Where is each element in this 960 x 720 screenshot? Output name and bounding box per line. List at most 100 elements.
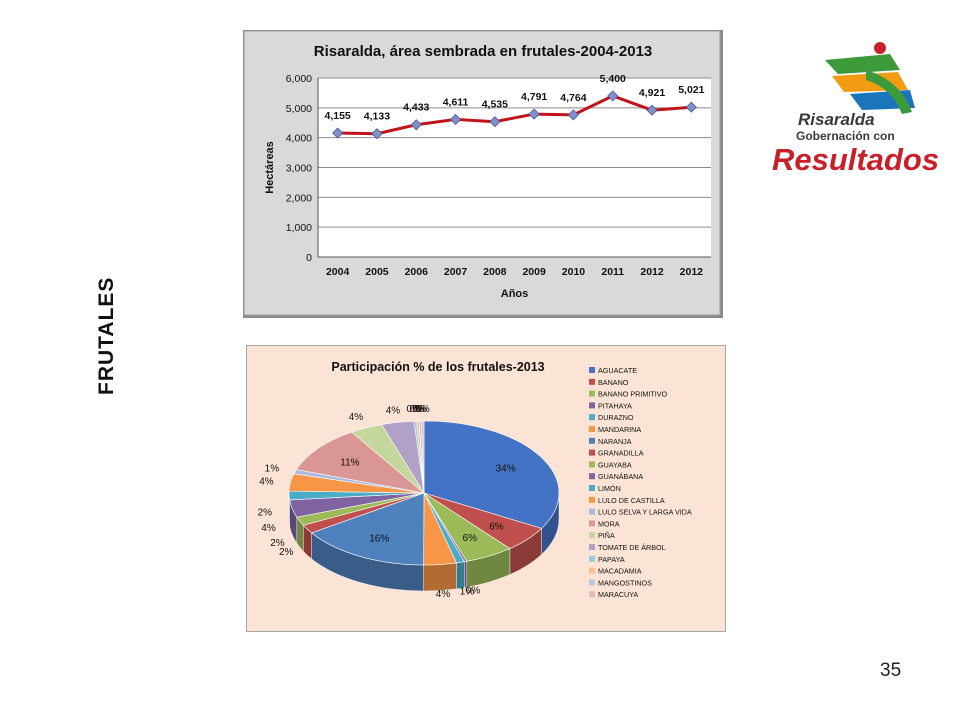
pie-slice-side	[464, 561, 467, 588]
data-label: 4,921	[639, 87, 665, 99]
page-number: 35	[880, 660, 902, 681]
legend-swatch	[589, 390, 595, 397]
legend-label: MANGOSTINOS	[598, 578, 652, 587]
x-tick-label: 2012	[680, 266, 704, 278]
legend-label: GUANÁBANA	[598, 472, 643, 481]
pie-data-label: 4%	[349, 412, 364, 423]
pie-data-label: 4%	[386, 406, 401, 417]
y-tick-label: 5,000	[286, 103, 312, 115]
pie-data-label: 0%	[409, 404, 424, 415]
legend-swatch	[589, 414, 595, 421]
legend-label: PAPAYA	[598, 555, 625, 564]
data-label: 4,133	[364, 111, 390, 123]
pie-chart-svg: Participación % de los frutales-2013 34% 6…	[246, 345, 726, 632]
x-axis-label: Años	[501, 288, 529, 300]
y-tick-label: 2,000	[286, 192, 312, 204]
pie-slice-maracuya	[421, 420, 425, 494]
data-label: 5,400	[600, 73, 626, 85]
y-tick-label: 0	[306, 252, 312, 264]
legend-label: MACADAMIA	[598, 567, 642, 576]
legend-label: LIMÓN	[598, 484, 621, 493]
line-chart: Risaralda, área sembrada en frutales-200…	[243, 30, 723, 318]
pie-data-label: 0%	[412, 404, 427, 415]
pie-data-label: 1%	[265, 464, 280, 475]
legend-label: DURAZNO	[598, 413, 634, 422]
legend-label: LULO DE CASTILLA	[598, 496, 665, 505]
data-point-marker	[528, 108, 540, 120]
logo-stroke-swoosh	[866, 70, 912, 114]
pie-data-label: 1%	[460, 586, 475, 597]
data-point-marker	[371, 128, 383, 140]
pie-data-label: 2%	[270, 538, 285, 549]
pie-slice-aguacate	[423, 420, 560, 529]
pie-slice-side	[456, 561, 465, 590]
logo-graphic: Risaralda Gobernación con Resultados	[772, 42, 939, 177]
legend-label: GUAYABA	[598, 460, 632, 469]
data-label: 4,535	[482, 99, 508, 111]
legend-swatch	[589, 437, 595, 444]
legend-label: BANANO PRIMITIVO	[598, 390, 667, 399]
pie-chart: Participación % de los frutales-2013 34% 6…	[246, 345, 726, 632]
data-label: 4,433	[403, 102, 429, 114]
x-tick-label: 2004	[326, 266, 350, 278]
data-label: 4,764	[560, 92, 586, 104]
x-tick-label: 2010	[562, 266, 586, 278]
pie-chart-title: Participación % de los frutales-2013	[331, 360, 544, 374]
legend-swatch	[589, 496, 595, 503]
data-label: 4,155	[325, 110, 351, 122]
legend-swatch	[589, 426, 595, 432]
data-point-marker	[332, 127, 344, 139]
pie-data-label: 34%	[496, 464, 516, 475]
legend-swatch	[589, 508, 595, 515]
legend-label: BANANO	[598, 378, 629, 387]
data-label: 5,021	[678, 84, 704, 96]
pie-slice-naranja	[310, 492, 425, 566]
pie-data-label: 6%	[489, 521, 504, 532]
pie-data-label: 4%	[261, 523, 276, 534]
data-label: 4,611	[443, 96, 469, 108]
legend-swatch	[589, 520, 595, 527]
legend-swatch	[589, 544, 595, 550]
legend-swatch	[589, 485, 595, 491]
pie-data-label: 4%	[259, 476, 274, 487]
legend-label: GRANADILLA	[598, 449, 644, 458]
legend-label: AGUACATE	[598, 366, 637, 375]
logo-head	[874, 42, 886, 54]
legend-swatch	[589, 579, 595, 586]
legend-swatch	[589, 378, 595, 385]
data-label: 4,791	[521, 91, 547, 103]
x-tick-label: 2009	[522, 266, 546, 278]
pie-data-label: 2%	[258, 508, 273, 519]
data-point-marker	[646, 104, 658, 116]
data-point-marker	[567, 109, 580, 121]
legend-swatch	[589, 367, 595, 373]
logo-line1: Risaralda	[798, 110, 875, 129]
legend-label: LULO SELVA Y LARGA VIDA	[598, 508, 692, 517]
line-chart-svg: Risaralda, área sembrada en frutales-200…	[243, 30, 723, 318]
pie-data-label: 0%	[407, 404, 422, 415]
pie-data-label: 11%	[340, 458, 359, 469]
line-chart-title: Risaralda, área sembrada en frutales-200…	[314, 43, 653, 60]
legend-swatch	[589, 449, 595, 456]
data-point-marker	[489, 116, 501, 128]
x-tick-label: 2008	[483, 266, 507, 278]
series-line	[337, 94, 692, 136]
legend-swatch	[589, 532, 595, 539]
pie-data-label: 4%	[436, 589, 451, 600]
pie-slice-side	[423, 562, 457, 592]
legend-swatch	[589, 461, 595, 468]
logo-line2: Gobernación con	[796, 129, 895, 143]
pie-data-label: 2%	[279, 547, 294, 558]
legend-label: TOMATE DE ÁRBOL	[598, 543, 666, 552]
x-tick-label: 2005	[365, 266, 389, 278]
x-tick-label: 2012	[640, 266, 664, 278]
pie-side-walls	[288, 492, 560, 592]
y-tick-label: 6,000	[286, 73, 312, 85]
legend-label: PIÑA	[598, 531, 615, 540]
x-tick-label: 2007	[444, 266, 468, 278]
legend-swatch	[589, 555, 595, 562]
data-point-marker	[410, 119, 422, 131]
data-point-marker	[685, 101, 697, 113]
gobernacion-logo: Risaralda Gobernación con Resultados	[770, 40, 940, 180]
pie-data-label: 0%	[466, 585, 481, 596]
